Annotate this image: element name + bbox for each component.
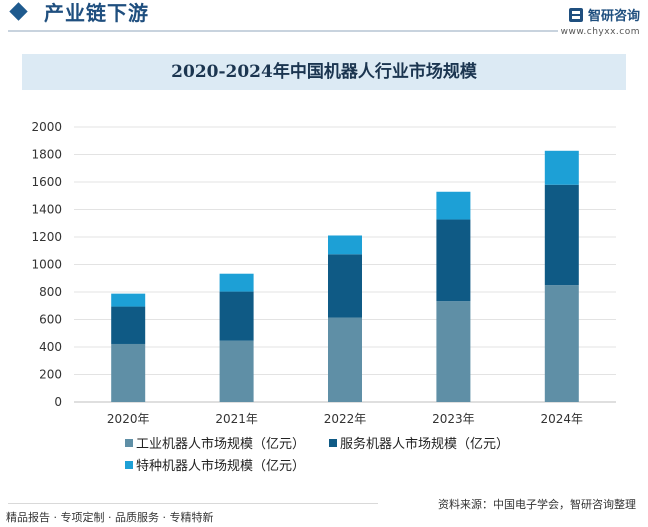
brand-logo-icon — [568, 7, 583, 22]
x-tick-label: 2020年 — [107, 412, 150, 426]
y-tick-label: 0 — [54, 395, 62, 409]
bar-segment-service — [328, 254, 362, 318]
footer-divider — [8, 503, 378, 504]
bar-segment-service — [111, 306, 146, 344]
chart-title-bar: 2020-2024年中国机器人行业市场规模 — [22, 54, 626, 90]
chart-panel: 2020-2024年中国机器人行业市场规模 — [8, 42, 640, 499]
legend-label: 服务机器人市场规模（亿元） — [340, 436, 509, 452]
bar-segment-service — [219, 291, 254, 341]
data-source: 资料来源：中国电子学会，智研咨询整理 — [438, 498, 636, 511]
bar-segment-industrial — [111, 343, 146, 402]
brand-url: www.chyxx.com — [560, 27, 640, 37]
bar-segment-industrial — [219, 340, 254, 402]
y-tick-label: 1400 — [31, 203, 62, 217]
legend-swatch — [125, 439, 133, 447]
y-tick-label: 800 — [39, 285, 62, 299]
bar-segment-special — [219, 273, 254, 292]
bar-segment-service — [436, 219, 471, 302]
footer-tagline: 精品报告 · 专项定制 · 品质服务 · 专精特新 — [6, 511, 214, 524]
bar-segment-special — [436, 191, 471, 220]
bar-segment-special — [328, 235, 362, 255]
y-tick-label: 400 — [39, 340, 62, 354]
legend-swatch — [125, 461, 133, 469]
x-tick-label: 2023年 — [432, 412, 475, 426]
x-tick-label: 2022年 — [324, 412, 367, 426]
section-title: 产业链下游 — [44, 1, 149, 25]
bar-segment-industrial — [544, 285, 579, 402]
brand[interactable]: 智研咨询 www.chyxx.com — [561, 4, 640, 37]
legend-swatch — [329, 439, 337, 447]
y-tick-label: 2000 — [31, 120, 62, 134]
y-tick-label: 200 — [39, 368, 62, 382]
bar-segment-special — [111, 293, 146, 307]
bar-segment-industrial — [328, 317, 362, 402]
brand-name: 智研咨询 — [587, 9, 640, 24]
bar-segment-industrial — [436, 301, 471, 402]
y-tick-label: 1600 — [31, 175, 62, 189]
x-tick-label: 2021年 — [215, 412, 258, 426]
header-divider — [8, 30, 558, 32]
legend-label: 工业机器人市场规模（亿元） — [136, 436, 305, 452]
x-tick-label: 2024年 — [541, 412, 584, 426]
y-tick-label: 1200 — [31, 230, 62, 244]
chart-title: 2020-2024年中国机器人行业市场规模 — [171, 62, 477, 82]
y-tick-label: 1800 — [31, 148, 62, 162]
y-tick-label: 600 — [39, 313, 62, 327]
bar-segment-service — [544, 184, 579, 286]
legend-label: 特种机器人市场规模（亿元） — [136, 458, 305, 474]
header: 产业链下游 智研咨询 www.chyxx.com — [0, 0, 648, 37]
bar-segment-special — [544, 150, 579, 185]
y-tick-label: 1000 — [31, 258, 62, 272]
